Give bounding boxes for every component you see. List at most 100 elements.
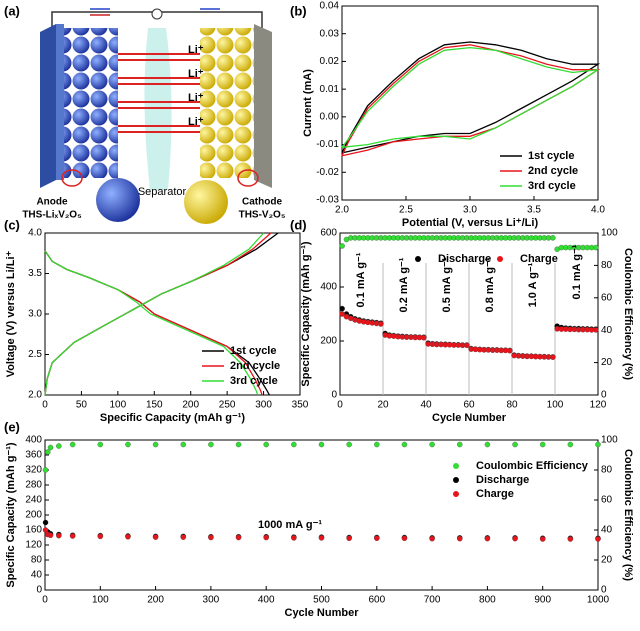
y-axis-title: Current (mA) [302,69,314,137]
load-icon [151,8,163,20]
data-point [595,536,601,542]
data-point [69,441,76,448]
cathode-spheres [200,28,254,178]
legend-swatch [415,256,421,262]
y2-tick-label: 40 [601,525,613,536]
data-point [125,441,131,448]
data-point [47,532,54,539]
y-tick-label: 280 [25,480,42,491]
data-point [42,467,49,473]
annotation: 1000 mA g⁻¹ [258,519,322,531]
legend-label: Discharge [476,474,529,486]
y2-tick-label: 80 [601,260,613,271]
y2-tick-label: 60 [601,292,613,303]
anode-particle [96,178,140,222]
y2-tick-label: 40 [601,325,613,336]
data-point [97,533,104,540]
data-point [567,536,574,542]
legend-label: 2nd cycle [230,360,280,372]
x-tick-label: 3.0 [463,205,477,216]
y-tick-label: 400 [25,435,42,446]
data-point [378,321,384,327]
cathode-collector [254,24,272,188]
x-tick-label: 2.0 [335,205,349,216]
data-point [291,535,297,541]
data-point [45,449,51,455]
y-tick-label: 0 [36,585,42,596]
y-tick-label: 320 [25,465,42,476]
panel-label: (d) [290,217,307,232]
x-tick-label: 150 [146,400,163,411]
separator-label: Separator [138,186,187,198]
y-tick-label: -0.01 [316,139,339,150]
ion-channels [118,53,200,133]
x-tick-label: 300 [255,400,272,411]
data-point [456,535,463,542]
anode-collector [40,24,56,188]
data-point [512,535,518,542]
legend-label: 1st cycle [230,345,276,357]
data-point [208,441,214,448]
data-point [550,235,556,241]
zoom-ring [237,169,259,187]
y-tick-label: 360 [25,450,42,461]
data-point [339,311,345,317]
data-point [429,441,435,448]
y-tick-label: -0.03 [316,195,339,206]
legend-label: Charge [520,253,558,265]
data-point [539,441,546,448]
data-point [421,335,427,341]
data-point [318,441,325,448]
legend-label: Coulombic Efficiency [476,460,589,472]
legend-label: Charge [476,488,514,500]
y-tick-label: 120 [25,540,42,551]
y-tick-label: 0.02 [320,56,340,67]
legend-swatch [453,491,459,497]
y2-tick-label: 100 [601,435,618,446]
series-line [44,232,265,396]
x-tick-label: 700 [424,595,441,606]
data-point [318,535,325,541]
data-point [593,244,599,251]
data-point [97,441,104,448]
x-axis-title: Potential (V, versus Li⁺/Li) [402,217,539,229]
data-point [507,347,513,354]
data-point [374,535,380,542]
anode-label: Anode [36,197,68,208]
y2-tick-label: 0 [601,585,607,596]
x-tick-label: 200 [182,400,199,411]
x-tick-label: 60 [463,400,475,411]
y-tick-label: 40 [31,570,43,581]
x-tick-label: 3.5 [527,205,541,216]
x-axis-title: Cycle Number [432,412,507,424]
data-point [291,441,297,448]
data-point [484,441,491,448]
legend-swatch [497,256,503,262]
y-axis-title: Specific Capacity (mAh g⁻¹) [300,241,312,387]
data-point [567,441,574,448]
data-point [346,441,352,448]
y-tick-label: 400 [320,282,337,293]
y-tick-label: 160 [25,525,42,536]
annotation: 0.2 mA g⁻¹ [398,257,410,312]
y-tick-label: 0.01 [320,84,340,95]
schematic: (a) Li⁺ Li⁺ Li⁺ Li⁺ Separator Anode THS-… [4,3,286,224]
y-tick-label: 600 [320,228,337,239]
anode-material: THS-LiₓV₂O₅ [22,210,82,221]
panel-label: (c) [4,217,20,232]
data-point [235,534,242,541]
x-tick-label: 400 [258,595,275,606]
y-tick-label: 3.5 [28,268,42,279]
series-line [341,41,601,154]
x-tick-label: 100 [92,595,109,606]
x-tick-label: 20 [377,400,389,411]
data-point [456,441,463,448]
x-tick-label: 500 [313,595,330,606]
x-tick-label: 0 [337,400,343,411]
y2-axis-title: Coulombic Efficiency (%) [622,449,634,581]
y2-tick-label: 60 [601,495,613,506]
y2-tick-label: 20 [601,357,613,368]
y-tick-label: 0 [331,390,337,401]
